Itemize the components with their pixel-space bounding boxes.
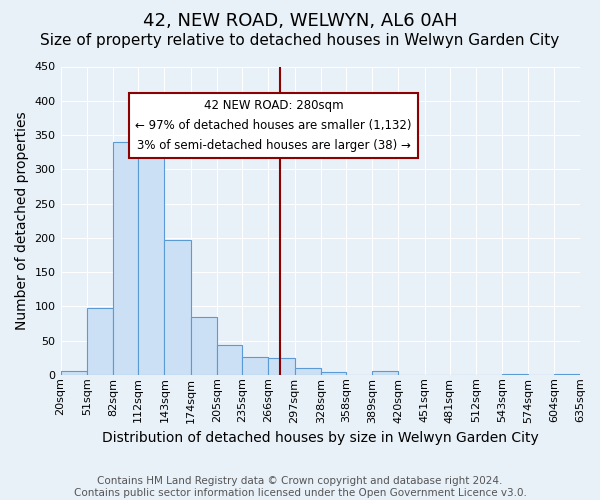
Bar [554,374,580,375]
Bar [138,143,164,375]
X-axis label: Distribution of detached houses by size in Welwyn Garden City: Distribution of detached houses by size … [102,431,539,445]
Bar [268,358,295,375]
Text: 42, NEW ROAD, WELWYN, AL6 0AH: 42, NEW ROAD, WELWYN, AL6 0AH [143,12,457,30]
Bar [502,374,529,375]
Text: Size of property relative to detached houses in Welwyn Garden City: Size of property relative to detached ho… [40,32,560,48]
Bar [61,372,87,375]
Bar [242,357,268,375]
Bar [217,346,242,375]
Bar [113,142,138,375]
Text: Contains public sector information licensed under the Open Government Licence v3: Contains public sector information licen… [74,488,526,498]
Text: 42 NEW ROAD: 280sqm
← 97% of detached houses are smaller (1,132)
3% of semi-deta: 42 NEW ROAD: 280sqm ← 97% of detached ho… [135,99,412,152]
Bar [191,316,217,375]
Y-axis label: Number of detached properties: Number of detached properties [15,112,29,330]
Bar [372,372,398,375]
Bar [87,308,113,375]
Bar [164,240,191,375]
Bar [295,368,320,375]
Bar [320,372,346,375]
Text: Contains HM Land Registry data © Crown copyright and database right 2024.: Contains HM Land Registry data © Crown c… [97,476,503,486]
